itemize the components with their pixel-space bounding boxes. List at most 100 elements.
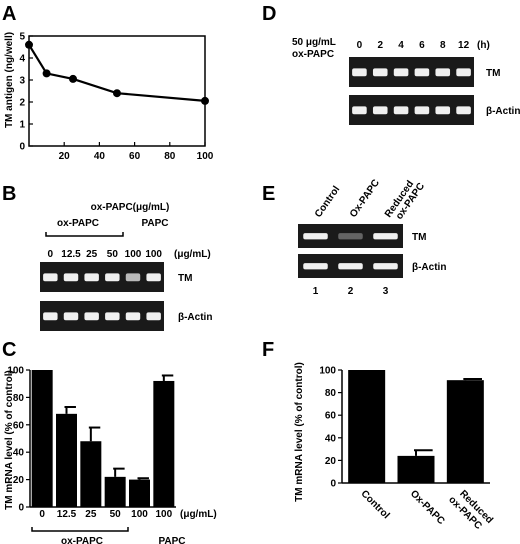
chart-a-xtick-label: 20 xyxy=(59,151,71,162)
gel-b-actin-band xyxy=(105,312,120,321)
chart-c-bar xyxy=(153,380,175,507)
gel-b-lane-label: 25 xyxy=(86,249,98,260)
panel-label-a: A xyxy=(2,3,16,25)
chart-a-xtick-label: 40 xyxy=(94,151,106,162)
gel-d-lane-label: 2 xyxy=(377,40,383,51)
chart-c: TM mRNA level (% of control) (μg/mL) ox-… xyxy=(4,366,217,544)
gel-d: 50 μg/mL ox-PAPC (h) TM β-Actin 0 2 4 6 8 12 xyxy=(292,37,520,125)
chart-f-xtick-label: Control xyxy=(359,488,392,521)
chart-c-bar xyxy=(80,441,102,507)
chart-c-xtick-label: 100 xyxy=(131,509,148,520)
chart-a-ytick-label: 5 xyxy=(19,32,25,43)
gel-e-lane-label: Control xyxy=(313,184,343,220)
gel-b-bracket xyxy=(45,232,124,237)
chart-c-xtick-label: 12.5 xyxy=(57,509,77,520)
chart-c-ytick-label: 60 xyxy=(13,420,25,431)
chart-a-ytick-label: 2 xyxy=(19,98,25,109)
chart-c-ytick-label: 100 xyxy=(7,366,24,377)
gel-d-tm-band xyxy=(372,68,388,77)
chart-c-unit: (μg/mL) xyxy=(180,509,217,520)
gel-b-actin-band xyxy=(146,312,161,321)
gel-d-lane-label: 6 xyxy=(419,40,425,51)
gel-b-actin-strip xyxy=(40,301,164,331)
chart-a-point xyxy=(113,89,121,98)
gel-b-lane-label: 50 xyxy=(107,249,119,260)
gel-b-tm-band xyxy=(146,273,161,282)
panel-label-c: C xyxy=(2,339,16,361)
gel-e-lane-number: 2 xyxy=(348,286,354,297)
chart-a-ylabel: TM antigen (ng/well) xyxy=(4,32,15,128)
chart-a-xtick-label: 100 xyxy=(197,151,214,162)
chart-f-ytick-label: 20 xyxy=(325,456,337,467)
gel-e-row1: TM xyxy=(412,232,426,243)
chart-c-xtick-label: 50 xyxy=(110,509,122,520)
gel-b-tm-band xyxy=(63,273,79,282)
chart-c-bar xyxy=(56,413,77,507)
chart-c-group2: PAPC xyxy=(158,536,185,544)
chart-f-xtick-label: Ox-PAPC xyxy=(408,488,447,527)
gel-e-actin-band xyxy=(373,263,398,270)
gel-e-row2: β-Actin xyxy=(412,262,446,273)
gel-e-tm-band xyxy=(338,233,363,240)
chart-a: TM antigen (ng/well) ox-PAPC(μg/mL) 0 1 2 3… xyxy=(4,32,214,214)
chart-a-xtick-label: 60 xyxy=(129,151,141,162)
gel-d-lane-label: 4 xyxy=(398,40,404,51)
chart-c-ytick-label: 80 xyxy=(13,393,25,404)
gel-b-lane-label: 100 xyxy=(125,249,142,260)
gel-d-actin-band xyxy=(414,106,430,115)
chart-f-bar xyxy=(446,380,484,483)
chart-c-bar xyxy=(129,479,150,507)
chart-f-bar xyxy=(348,370,386,483)
chart-f-ylabel: TM mRNA level (% of control) xyxy=(294,362,305,502)
gel-d-tm-band xyxy=(352,68,367,77)
gel-b-row1: TM xyxy=(178,273,192,284)
gel-d-actin-band xyxy=(456,106,471,115)
gel-d-lane-label: 12 xyxy=(458,40,470,51)
gel-d-tm-strip xyxy=(349,57,474,87)
gel-b-row2: β-Actin xyxy=(178,312,212,323)
gel-e-tm-band xyxy=(303,233,328,240)
chart-f-ytick-label: 80 xyxy=(325,388,337,399)
chart-c-bracket xyxy=(31,527,129,532)
gel-b-tm-band xyxy=(105,273,120,282)
gel-b: ox-PAPC PAPC (μg/mL) TM β-Actin 0 12.5 25 5… xyxy=(40,218,212,331)
chart-a-ytick-label: 0 xyxy=(19,142,25,153)
gel-d-actin-band xyxy=(352,106,367,115)
gel-b-group1: ox-PAPC xyxy=(57,218,99,229)
gel-d-actin-strip xyxy=(349,95,474,125)
gel-e-lane-number: 1 xyxy=(313,286,319,297)
chart-f-ytick-label: 60 xyxy=(325,411,337,422)
chart-a-point xyxy=(42,69,51,78)
chart-c-bar xyxy=(31,370,53,507)
chart-a-ytick-label: 1 xyxy=(19,120,25,131)
gel-e: TM β-Actin Control1Ox-PAPC2Reducedox-PAP… xyxy=(298,178,446,297)
gel-d-treatment-line1: 50 μg/mL xyxy=(292,37,336,48)
panel-label-b: B xyxy=(2,183,16,205)
gel-b-tm-band xyxy=(125,273,141,282)
gel-b-actin-band xyxy=(125,312,141,321)
panel-label-d: D xyxy=(262,3,276,25)
gel-d-unit: (h) xyxy=(477,40,490,51)
chart-c-group1: ox-PAPC xyxy=(61,536,103,544)
chart-f-ytick-label: 0 xyxy=(330,479,336,490)
chart-a-frame xyxy=(28,35,206,147)
chart-a-ytick-label: 3 xyxy=(19,76,25,87)
gel-d-tm-band xyxy=(456,68,471,77)
gel-d-treatment-line2: ox-PAPC xyxy=(292,49,334,60)
chart-f-bar xyxy=(397,455,435,483)
gel-e-actin-band xyxy=(338,263,363,270)
gel-d-actin-band xyxy=(393,106,409,115)
gel-b-tm-band xyxy=(84,273,99,282)
gel-e-lane-number: 3 xyxy=(383,286,389,297)
chart-c-ytick-label: 0 xyxy=(18,503,24,514)
chart-a-point xyxy=(69,74,77,83)
gel-d-lane-label: 8 xyxy=(440,40,446,51)
chart-f-ytick-label: 40 xyxy=(325,433,337,444)
gel-e-tm-band xyxy=(373,233,398,240)
gel-b-actin-band xyxy=(63,312,79,321)
chart-c-xtick-label: 25 xyxy=(85,509,97,520)
chart-a-xlabel: ox-PAPC(μg/mL) xyxy=(91,202,170,213)
panel-label-f: F xyxy=(262,339,274,361)
chart-c-ytick-label: 20 xyxy=(13,475,25,486)
